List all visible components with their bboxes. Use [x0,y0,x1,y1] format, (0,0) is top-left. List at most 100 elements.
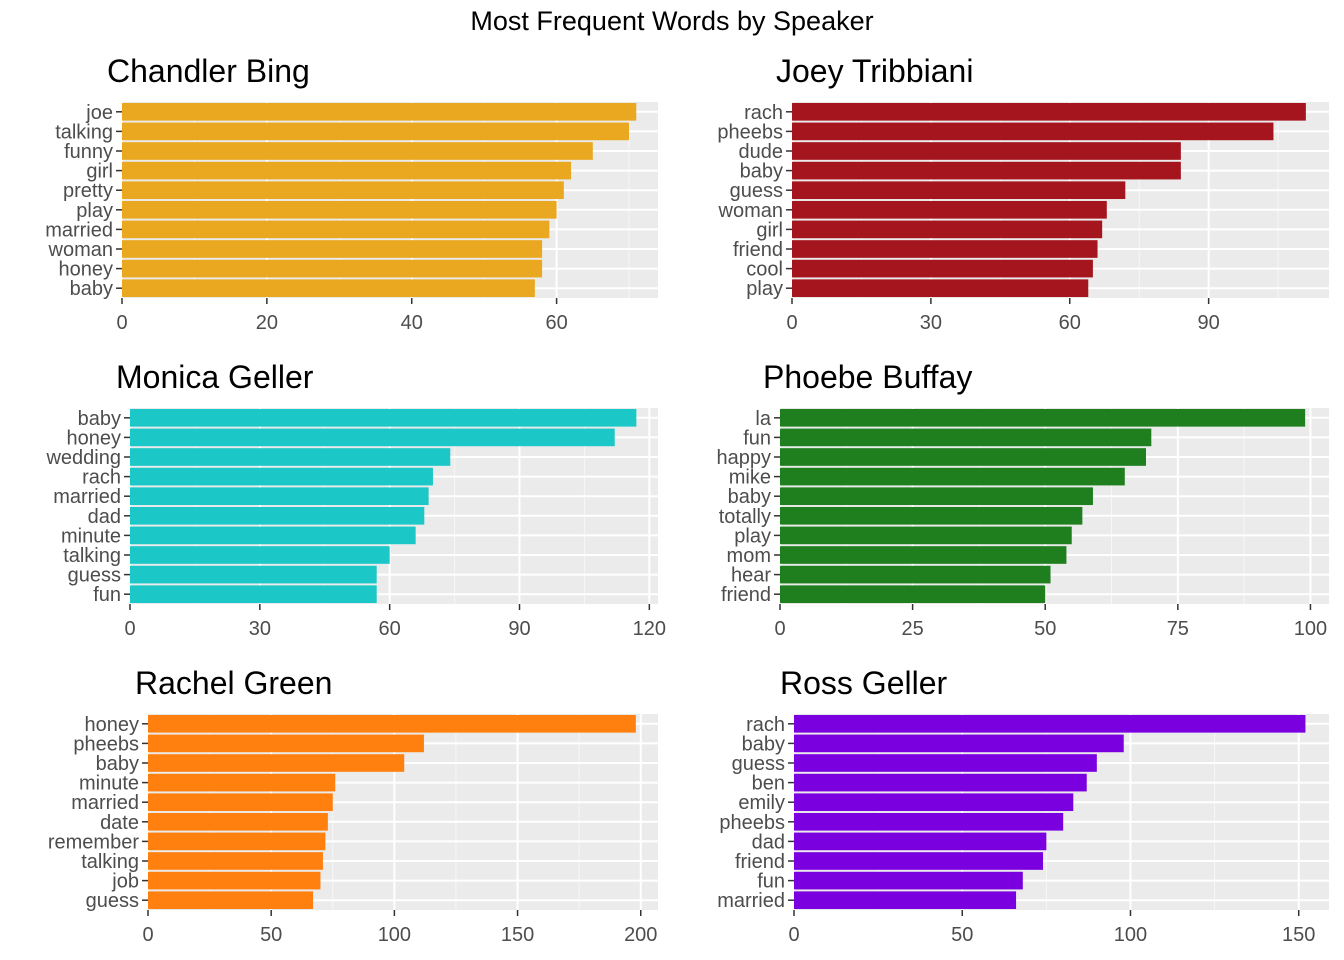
x-tick-label: 0 [774,618,785,640]
bar-hear [780,565,1051,584]
y-tick-label: baby [740,161,783,183]
bar-pheebs [792,122,1274,141]
bar-talking [122,122,630,141]
bar-talking [148,852,323,870]
bar-married [794,891,1017,910]
bar-guess [792,181,1126,200]
panel-monica-geller: Monica Geller babyhoneyweddingrachmarried… [45,359,666,640]
y-tick-label: married [53,486,121,508]
y-tick-label: girl [756,219,783,241]
x-tick-label: 75 [1167,618,1189,640]
y-tick-label: guess [732,753,785,775]
y-tick-label: wedding [45,447,121,469]
bar-job [148,871,321,890]
y-tick-label: talking [55,121,113,143]
bar-guess [130,565,377,584]
y-tick-label: remember [48,831,139,853]
y-tick-label: honey [59,259,114,281]
y-tick-label: talking [81,851,139,873]
bar-pheebs [794,812,1064,831]
panel-phoebe-buffay: Phoebe Buffay lafunhappymikebabytotallypl… [717,359,1329,640]
bar-wedding [130,448,451,466]
bar-fun [794,871,1023,890]
figure-title: Most Frequent Words by Speaker [470,6,874,36]
y-tick-label: emily [738,792,785,814]
bar-baby [794,734,1124,753]
x-tick-label: 90 [1198,312,1220,334]
panel-title: Phoebe Buffay [763,359,972,395]
y-tick-label: fun [757,871,785,893]
panel-ross-geller: Ross Geller rachbabyguessbenemilypheebsda… [717,665,1329,946]
y-tick-label: rach [82,467,121,489]
x-tick-label: 90 [508,618,530,640]
x-tick-label: 200 [624,924,657,946]
x-tick-label: 30 [920,312,942,334]
y-tick-label: friend [735,851,785,873]
bar-honey [130,428,615,447]
y-tick-label: pheebs [73,733,139,755]
y-tick-label: cool [746,259,783,281]
y-tick-label: hear [731,565,771,587]
bar-honey [148,714,636,733]
y-tick-label: guess [68,565,121,587]
y-tick-label: married [45,219,113,241]
bar-totally [780,506,1083,525]
y-tick-label: girl [86,161,113,183]
y-tick-label: honey [67,427,122,449]
bar-girl [122,161,572,180]
y-tick-label: la [755,408,771,430]
panel-rachel-green: Rachel Green honeypheebsbabyminutemarried… [48,665,658,946]
y-tick-label: funny [64,141,113,163]
y-tick-label: pheebs [717,121,783,143]
x-tick-label: 60 [545,312,567,334]
bar-woman [792,200,1107,219]
y-tick-label: guess [730,180,783,202]
bar-mom [780,546,1067,564]
y-tick-label: woman [48,239,113,261]
y-tick-label: friend [733,239,783,261]
x-tick-label: 0 [124,618,135,640]
bar-talking [130,546,390,564]
bar-baby [780,487,1093,506]
y-tick-label: dad [88,506,121,528]
x-tick-label: 0 [786,312,797,334]
bar-baby [122,279,535,298]
panel-title: Rachel Green [135,665,332,701]
x-tick-label: 50 [1034,618,1056,640]
bar-ben [794,773,1087,792]
y-tick-label: mom [727,545,771,567]
bar-rach [792,102,1306,121]
bar-friend [794,852,1043,870]
bar-la [780,408,1306,427]
bar-fun [130,585,377,604]
x-tick-label: 30 [249,618,271,640]
bar-happy [780,448,1146,466]
panel-title: Ross Geller [780,665,948,701]
y-tick-label: baby [78,408,121,430]
bar-woman [122,240,543,258]
bar-joe [122,102,637,121]
y-tick-label: ben [752,773,785,795]
bar-married [148,793,333,812]
x-tick-label: 120 [633,618,666,640]
bar-friend [792,240,1098,258]
bar-cool [792,259,1093,278]
bar-married [122,220,550,239]
bar-emily [794,793,1074,812]
y-tick-label: rach [746,714,785,736]
bar-pheebs [148,734,424,753]
y-tick-label: rach [744,102,783,124]
y-tick-label: baby [70,278,113,300]
bar-guess [794,754,1097,772]
bar-date [148,812,328,831]
y-tick-label: pretty [63,180,113,202]
x-tick-label: 60 [379,618,401,640]
bar-girl [792,220,1103,239]
bar-play [792,279,1089,298]
x-tick-label: 150 [1282,924,1315,946]
y-tick-label: play [734,525,771,547]
y-tick-label: friend [721,584,771,606]
y-tick-label: baby [742,733,785,755]
